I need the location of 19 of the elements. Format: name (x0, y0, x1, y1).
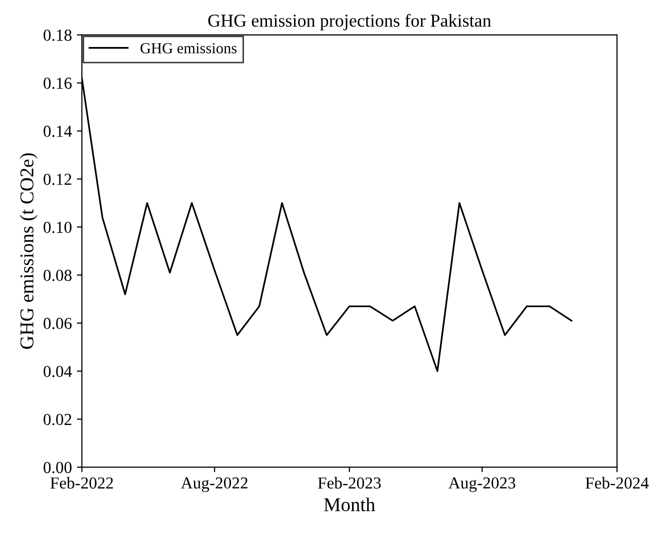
y-tick-label: 0.00 (44, 462, 72, 474)
y-tick-label: 0.02 (44, 414, 72, 426)
y-tick-label: 0.04 (44, 366, 72, 378)
y-tick-label: 0.12 (44, 174, 72, 186)
x-tick-label: Aug-2022 (180, 477, 248, 492)
y-axis-title: GHG emissions (t CO2e) (20, 153, 38, 349)
y-tick-label: 0.10 (44, 222, 72, 234)
x-tick-label: Aug-2023 (448, 477, 516, 492)
y-tick-label: 0.16 (44, 78, 72, 89)
x-tick-label: Feb-2022 (50, 476, 113, 489)
y-tick-label: 0.14 (44, 126, 72, 137)
y-tick-label: 0.08 (44, 270, 72, 282)
x-tick-label: Feb-2023 (318, 476, 381, 489)
x-tick-label: Feb-2024 (586, 476, 649, 489)
y-tick-label: 0.18 (44, 30, 72, 41)
chart-title: GHG emission projections for Pakistan (208, 14, 492, 30)
legend-label: GHG emissions (140, 43, 237, 54)
x-axis-title: Month (324, 498, 376, 512)
y-tick-label: 0.06 (44, 318, 72, 330)
